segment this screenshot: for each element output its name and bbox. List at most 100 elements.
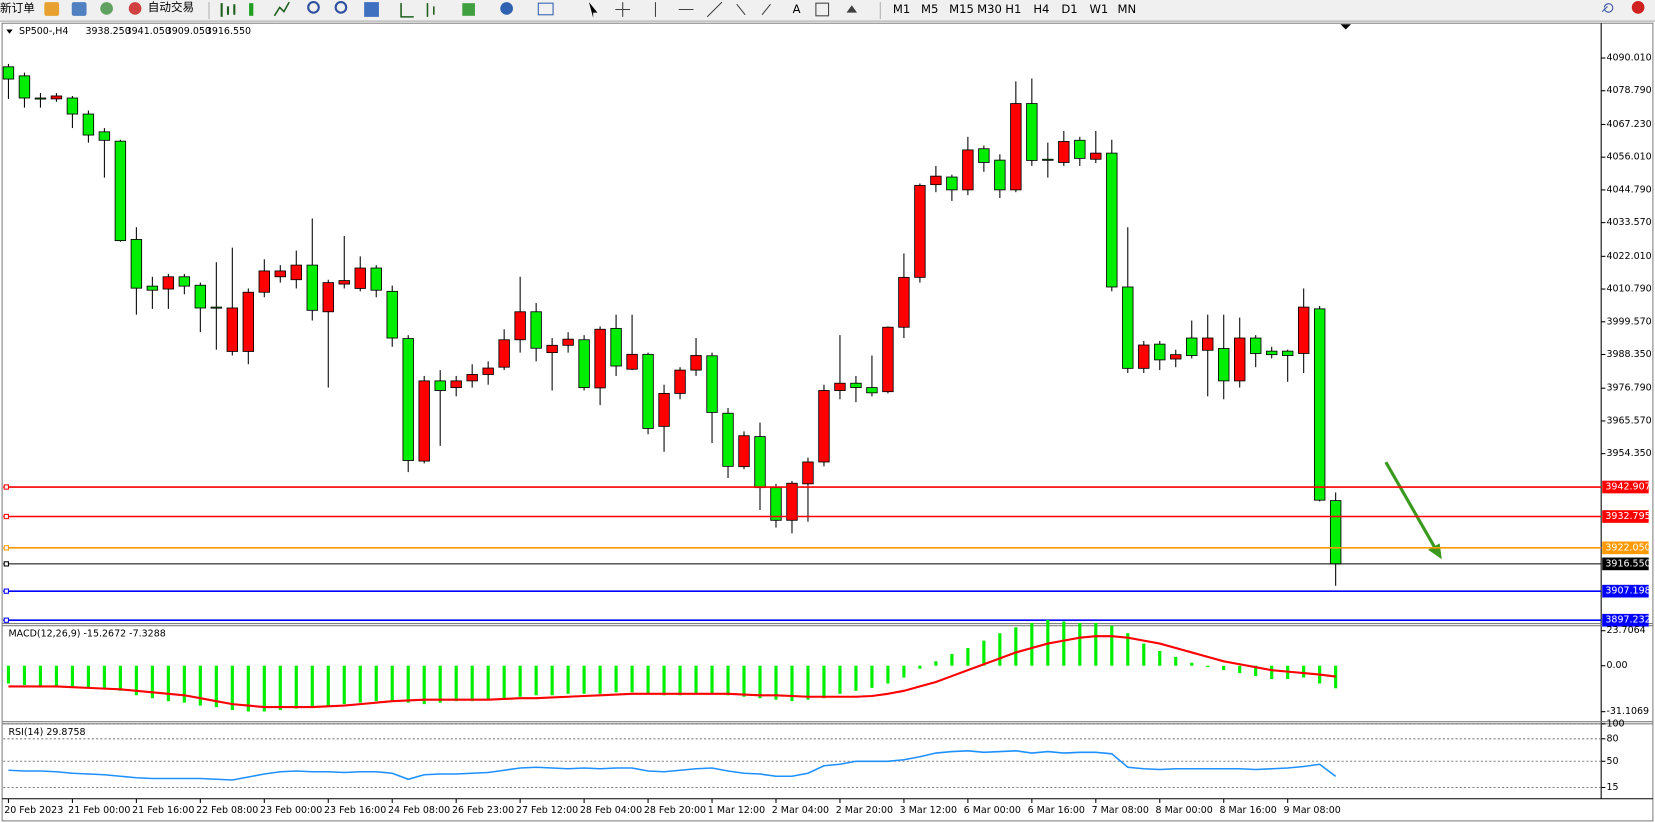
macd-bar bbox=[390, 665, 394, 702]
y-tick-label: 4056.010 bbox=[1606, 152, 1651, 163]
chart-shift-marker[interactable] bbox=[1340, 24, 1352, 30]
new-order-button[interactable]: 新订单 bbox=[0, 1, 35, 15]
timeframe-button[interactable]: M5 bbox=[921, 2, 938, 16]
candle-body bbox=[66, 97, 79, 115]
candle-body bbox=[1090, 152, 1102, 160]
y-tick-label: 4022.010 bbox=[1606, 251, 1651, 262]
cursor-icon[interactable] bbox=[588, 2, 598, 18]
timeframe-button[interactable]: H1 bbox=[1005, 2, 1021, 16]
timeframe-button[interactable]: M30 bbox=[977, 2, 1002, 16]
x-tick-label: 23 Feb 16:00 bbox=[324, 805, 386, 816]
x-tick-label: 28 Feb 20:00 bbox=[644, 805, 706, 816]
macd-bar bbox=[1142, 643, 1146, 666]
candle-body bbox=[882, 326, 894, 393]
macd-bar bbox=[486, 665, 490, 700]
template-icon[interactable] bbox=[537, 2, 554, 16]
timeframe-button[interactable]: H4 bbox=[1033, 2, 1049, 16]
drawing-tools[interactable] bbox=[615, 1, 771, 18]
macd-bar bbox=[134, 665, 138, 696]
macd-bar bbox=[246, 665, 250, 712]
timeframe-button[interactable]: D1 bbox=[1061, 2, 1077, 16]
macd-bar bbox=[310, 665, 314, 708]
macd-bar bbox=[518, 665, 522, 697]
toolbar-bg bbox=[0, 0, 1655, 22]
macd-bar bbox=[406, 665, 410, 703]
candle-body bbox=[146, 285, 159, 291]
x-tick-label: 26 Feb 23:00 bbox=[452, 805, 514, 816]
candle-body bbox=[946, 176, 958, 191]
macd-bar bbox=[614, 665, 618, 693]
candle-body bbox=[1250, 337, 1262, 354]
icon[interactable] bbox=[400, 3, 435, 18]
macd-bar bbox=[22, 665, 27, 685]
macd-bar bbox=[870, 665, 874, 688]
macd-bar bbox=[998, 633, 1002, 666]
candle-body bbox=[1266, 350, 1278, 356]
line-icon[interactable] bbox=[273, 1, 290, 17]
x-tick-label: 3 Mar 12:00 bbox=[900, 805, 957, 816]
x-tick-label: 1 Mar 12:00 bbox=[708, 805, 765, 816]
candle-icon[interactable] bbox=[249, 3, 254, 16]
macd-bar bbox=[1190, 662, 1194, 666]
indicator-icon[interactable] bbox=[462, 3, 475, 16]
level-label: 3907.198 bbox=[1605, 586, 1650, 597]
x-tick-label: 21 Feb 00:00 bbox=[68, 805, 130, 816]
x-tick-label: 8 Mar 16:00 bbox=[1220, 805, 1277, 816]
macd-bar bbox=[566, 665, 570, 694]
panel-title: RSI(14) 29.8758 bbox=[8, 727, 85, 738]
macd-bar bbox=[1126, 633, 1130, 666]
candle-body bbox=[818, 390, 830, 463]
macd-bar bbox=[662, 665, 666, 696]
y-tick-label: 50 bbox=[1606, 756, 1618, 767]
x-tick-label: 23 Feb 00:00 bbox=[260, 805, 322, 816]
y-tick-label: 3976.790 bbox=[1606, 383, 1651, 394]
zoom-in-icon[interactable] bbox=[307, 1, 320, 14]
macd-bar bbox=[166, 665, 170, 702]
icon[interactable] bbox=[44, 2, 60, 16]
macd-bar bbox=[934, 661, 938, 666]
arrow-tool[interactable] bbox=[846, 5, 858, 13]
y-tick-label: 80 bbox=[1606, 733, 1618, 744]
candle-body bbox=[178, 276, 191, 287]
y-tick-label: 4033.570 bbox=[1606, 217, 1651, 228]
timeframe-button[interactable]: MN bbox=[1118, 2, 1137, 16]
x-tick-label: 2 Mar 04:00 bbox=[772, 805, 829, 816]
candle-body bbox=[34, 97, 47, 100]
zoom-out-icon[interactable] bbox=[334, 1, 348, 14]
macd-bar bbox=[726, 665, 730, 696]
macd-bar bbox=[102, 665, 106, 690]
text-tool[interactable]: A bbox=[793, 2, 801, 16]
candle-body bbox=[386, 290, 398, 339]
level-handle bbox=[3, 484, 9, 490]
timeframe-button[interactable]: M1 bbox=[893, 2, 910, 16]
timeframe-button[interactable]: M15 bbox=[949, 2, 974, 16]
candle-body bbox=[434, 380, 446, 391]
macd-bar bbox=[1030, 622, 1034, 666]
ohlc-info: 3909.050 bbox=[166, 26, 211, 37]
notification-icon[interactable] bbox=[1631, 1, 1645, 14]
candle-body bbox=[978, 148, 990, 163]
candle-body bbox=[1058, 141, 1070, 163]
x-tick-label: 6 Mar 00:00 bbox=[964, 805, 1021, 816]
tile-icon[interactable] bbox=[364, 2, 379, 17]
label-tool[interactable] bbox=[815, 2, 830, 17]
level-handle bbox=[3, 617, 9, 623]
candle-body bbox=[498, 339, 510, 368]
macd-bar bbox=[1094, 622, 1098, 666]
candle-body bbox=[130, 239, 143, 289]
auto-trading-icon[interactable] bbox=[128, 2, 142, 15]
macd-bar bbox=[262, 665, 266, 712]
icon[interactable] bbox=[100, 2, 113, 15]
auto-trading-button[interactable]: 自动交易 bbox=[148, 0, 194, 14]
y-tick-label: 3965.570 bbox=[1606, 415, 1651, 426]
candle-body bbox=[738, 435, 750, 468]
candle-body bbox=[242, 291, 255, 352]
bar-chart-icon[interactable] bbox=[220, 3, 236, 17]
timeframe-button[interactable]: W1 bbox=[1089, 2, 1108, 16]
period-icon[interactable] bbox=[500, 2, 513, 15]
macd-bar bbox=[582, 665, 586, 694]
icon[interactable] bbox=[71, 2, 87, 16]
macd-bar bbox=[902, 665, 906, 678]
search-icon[interactable] bbox=[1601, 3, 1614, 13]
